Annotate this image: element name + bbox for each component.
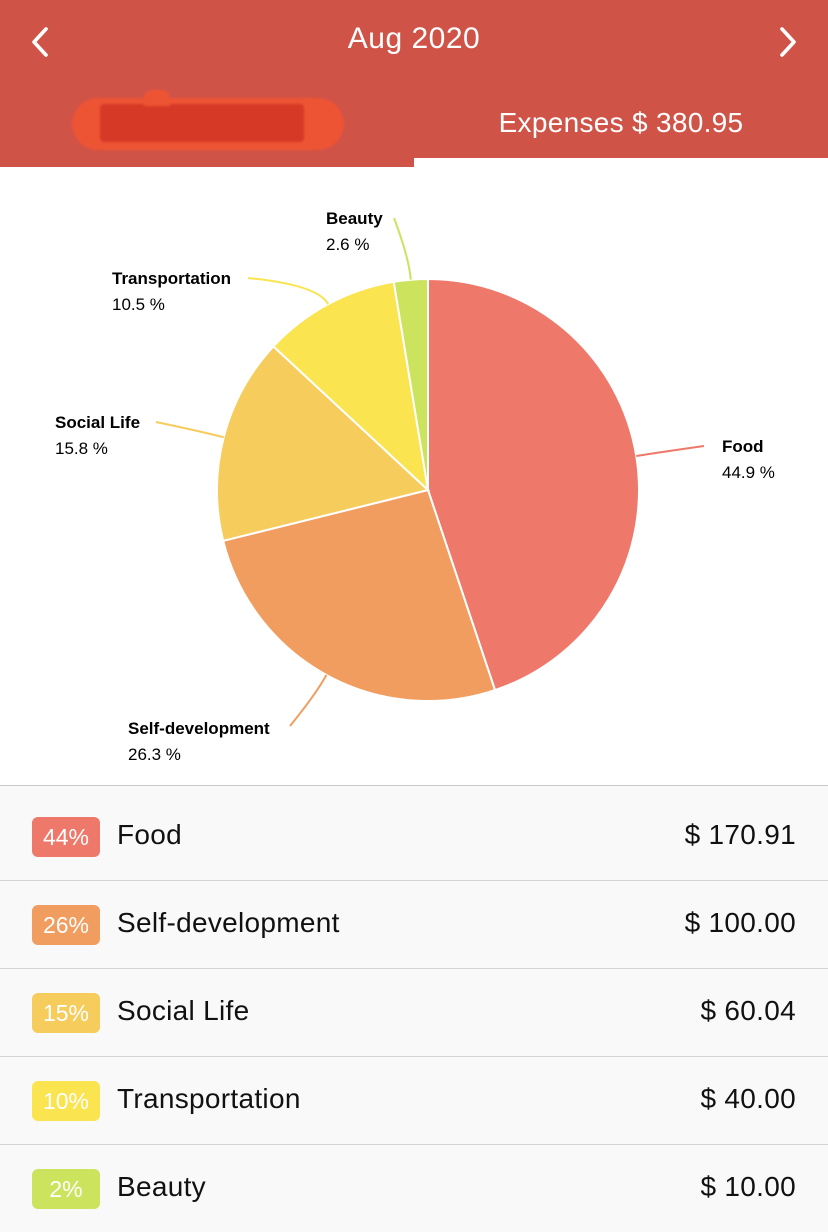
category-name: Beauty — [117, 1171, 206, 1202]
pie-chart: Food 44.9 % Self-development 26.3 % Social L… — [55, 209, 775, 764]
leader-line-transportation — [247, 277, 330, 305]
category-amount: $ 100.00 — [684, 907, 796, 938]
category-name: Food — [117, 819, 183, 850]
category-amount: $ 60.04 — [700, 995, 796, 1026]
expenses-tab-label: Expenses $ 380.95 — [498, 107, 744, 138]
slice-percent-beauty: 2.6 % — [326, 235, 369, 254]
active-tab-indicator — [414, 158, 828, 167]
slice-percent-social-life: 15.8 % — [55, 439, 108, 458]
pie-slice-food[interactable] — [427, 277, 640, 692]
slice-percent-transportation: 10.5 % — [112, 295, 165, 314]
category-row-transportation[interactable]: 10% Transportation $ 40.00 — [0, 1057, 828, 1145]
pie-slice-beauty[interactable] — [392, 277, 429, 491]
chevron-right-icon — [780, 27, 796, 57]
tab-expenses[interactable]: Expenses $ 380.95 — [414, 80, 828, 167]
month-title: Aug 2020 — [347, 22, 481, 55]
next-month-button[interactable] — [766, 20, 810, 64]
category-list: 44% Food $ 170.91 26% Self-development $… — [0, 793, 828, 1232]
percent-badge: 10% — [32, 1081, 100, 1121]
category-amount: $ 170.91 — [684, 819, 796, 850]
slice-label-self-development: Self-development — [128, 719, 270, 738]
pie-chart-panel: Food 44.9 % Self-development 26.3 % Social L… — [0, 167, 828, 786]
redacted-tab-label — [72, 90, 344, 150]
leader-line-social-life — [155, 421, 224, 439]
category-amount: $ 40.00 — [700, 1083, 796, 1114]
header-bar: Aug 2020 Expenses $ 380.95 — [0, 0, 828, 167]
leader-line-food — [636, 445, 705, 458]
category-name: Self-development — [117, 907, 340, 938]
pie-slice-transportation[interactable] — [271, 280, 430, 493]
slice-percent-food: 44.9 % — [722, 463, 775, 482]
category-name: Social Life — [117, 995, 250, 1026]
percent-badge: 15% — [32, 993, 100, 1033]
category-row-social-life[interactable]: 15% Social Life $ 60.04 — [0, 969, 828, 1057]
category-name: Transportation — [117, 1083, 301, 1114]
slice-label-food: Food — [722, 437, 764, 456]
slice-percent-self-development: 26.3 % — [128, 745, 181, 764]
slice-label-beauty: Beauty — [326, 209, 383, 228]
pie-slice-social-life[interactable] — [216, 344, 431, 543]
category-row-beauty[interactable]: 2% Beauty $ 10.00 — [0, 1145, 828, 1232]
percent-badge: 26% — [32, 905, 100, 945]
category-amount: $ 10.00 — [700, 1171, 796, 1202]
pie-slice-self-development[interactable] — [221, 488, 497, 702]
category-row-food[interactable]: 44% Food $ 170.91 — [0, 793, 828, 881]
previous-month-button[interactable] — [18, 20, 62, 64]
category-row-self-development[interactable]: 26% Self-development $ 100.00 — [0, 881, 828, 969]
tab-income[interactable] — [0, 80, 414, 167]
slice-label-transportation: Transportation — [112, 269, 231, 288]
chevron-left-icon — [32, 27, 48, 57]
leader-line-beauty — [393, 217, 412, 280]
slice-label-social-life: Social Life — [55, 413, 140, 432]
percent-badge: 2% — [32, 1169, 100, 1209]
leader-line-self-development — [289, 674, 328, 727]
percent-badge: 44% — [32, 817, 100, 857]
